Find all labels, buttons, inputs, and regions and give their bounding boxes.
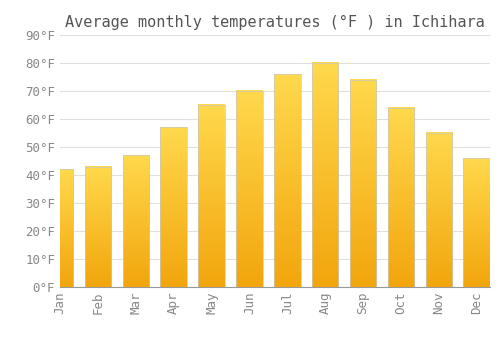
Bar xyxy=(426,133,452,287)
Title: Average monthly temperatures (°F ) in Ichihara: Average monthly temperatures (°F ) in Ic… xyxy=(65,15,485,30)
Bar xyxy=(464,158,490,287)
Bar xyxy=(198,105,225,287)
Bar xyxy=(160,127,187,287)
Bar xyxy=(312,63,338,287)
Bar xyxy=(274,74,300,287)
Bar xyxy=(388,108,414,287)
Bar xyxy=(84,167,111,287)
Bar xyxy=(236,91,262,287)
Bar xyxy=(46,169,74,287)
Bar xyxy=(350,80,376,287)
Bar xyxy=(122,155,149,287)
